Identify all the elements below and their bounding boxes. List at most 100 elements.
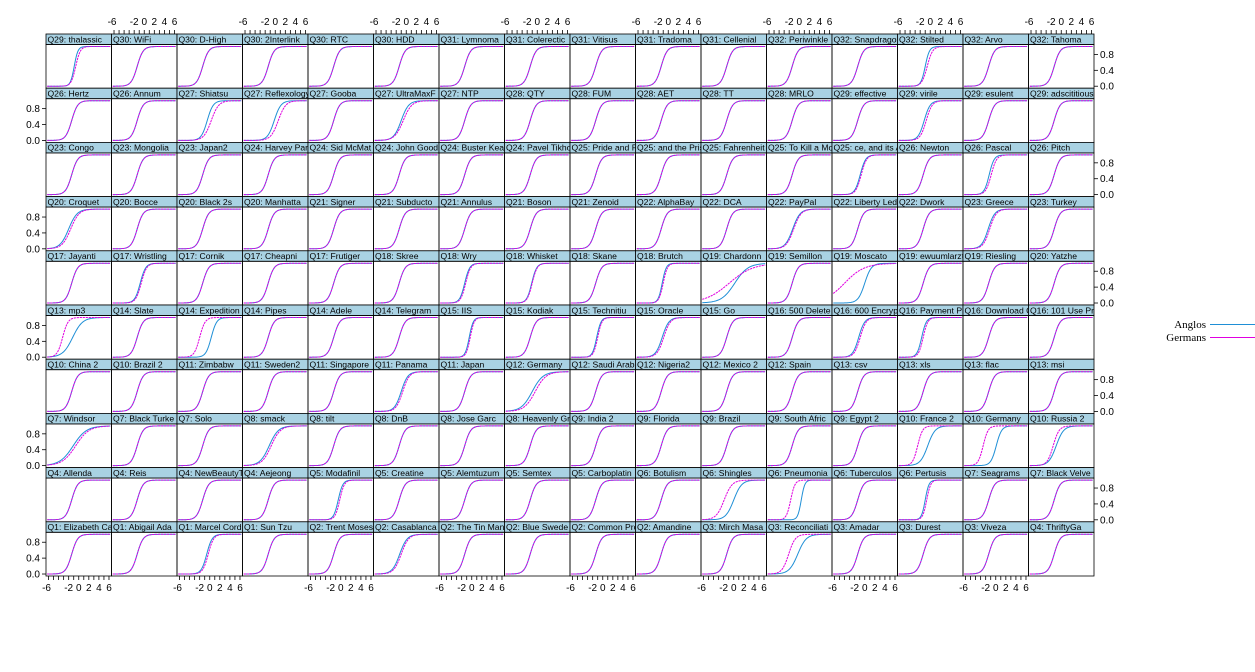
panel-frame — [897, 531, 964, 577]
series-line-germans — [833, 100, 897, 141]
panel-frame — [962, 260, 1029, 306]
panel: Q25: Fahrenheit — [700, 141, 767, 197]
x-tick-label: -2 — [523, 17, 532, 28]
x-tick-label: 6 — [106, 583, 112, 594]
panel-frame — [242, 98, 309, 143]
series-line-anglos — [571, 479, 635, 521]
panel-frame — [1028, 423, 1095, 468]
panel: Q24: Sid McMat — [307, 141, 374, 197]
panel-strip-label: Q27: UltraMaxF — [375, 89, 436, 99]
series-line-anglos — [1029, 262, 1093, 304]
series-line-anglos — [440, 154, 504, 196]
panel-frame — [504, 44, 571, 89]
panel-strip-label: Q17: Cheapni — [244, 251, 297, 261]
series-line-anglos — [440, 371, 504, 412]
series-line-germans — [767, 154, 831, 196]
series-line-anglos — [964, 154, 1028, 196]
series-line-germans — [964, 479, 1028, 521]
panel-strip-label: Q10: Russia 2 — [1030, 414, 1085, 424]
x-tick-label: 6 — [827, 17, 833, 28]
panel-frame — [176, 260, 243, 306]
panel: Q17: Jayanti — [45, 250, 112, 306]
panel: Q28: QTY — [504, 87, 571, 143]
panel: Q3: Mirch Masa — [700, 521, 767, 577]
series-line-germans — [1029, 208, 1093, 250]
series-line-germans — [898, 208, 962, 250]
panel-strip-label: Q17: Cornik — [179, 251, 226, 261]
panel-frame — [897, 44, 964, 89]
panel: Q9: Egypt 2 — [831, 412, 898, 468]
panel: Q8: tilt — [307, 412, 374, 468]
series-line-germans — [636, 316, 700, 358]
series-line-germans — [702, 533, 766, 575]
x-tick-label: -6 — [501, 17, 510, 28]
series-line-anglos — [702, 479, 766, 521]
panel-strip-label: Q28: QTY — [506, 89, 545, 99]
panel-strip-label: Q8: Heavenly Gr — [506, 414, 570, 424]
panel-frame — [569, 531, 636, 577]
panel-strip-label: Q20: Black 2s — [179, 197, 233, 207]
x-tick-label: 2 — [545, 17, 551, 28]
series-line-germans — [440, 262, 504, 304]
legend-swatch-anglos — [1210, 324, 1255, 325]
series-line-germans — [571, 45, 635, 87]
series-line-anglos — [309, 208, 373, 250]
panel-strip-label: Q29: effective — [834, 89, 887, 99]
panel-frame — [242, 423, 309, 468]
panel-frame — [307, 152, 374, 197]
series-line-anglos — [767, 533, 831, 575]
panel-frame — [373, 260, 440, 306]
series-line-germans — [47, 45, 111, 87]
panel-strip-label: Q12: Spain — [768, 360, 811, 370]
panel: Q5: Creatine — [373, 467, 440, 523]
x-tick-label: 6 — [1089, 17, 1095, 28]
series-line-anglos — [243, 100, 307, 141]
series-line-anglos — [702, 100, 766, 141]
panel-strip-label: Q28: AET — [637, 89, 675, 99]
panel-frame — [504, 315, 571, 360]
series-line-germans — [833, 479, 897, 521]
series-line-germans — [47, 533, 111, 575]
series-line-anglos — [1029, 154, 1093, 196]
panel: Q28: MRLO — [766, 87, 833, 143]
series-line-anglos — [702, 533, 766, 575]
series-line-anglos — [374, 479, 438, 521]
x-tick-label: 6 — [172, 17, 178, 28]
panel-strip-label: Q29: thalassic — [48, 34, 103, 44]
series-line-germans — [767, 479, 831, 521]
panel-frame — [962, 531, 1029, 577]
panel: Q8: smack — [242, 412, 309, 468]
series-line-germans — [833, 533, 897, 575]
y-tick-label: 0.4 — [26, 445, 40, 456]
series-line-germans — [47, 479, 111, 521]
x-tick-label: 0 — [534, 17, 540, 28]
panel: Q15: Technitiu — [569, 304, 636, 360]
panel-strip-label: Q2: Common Pro — [572, 522, 639, 532]
panel-strip-label: Q16: Download G — [965, 305, 1034, 315]
x-tick-label: 0 — [1058, 17, 1064, 28]
panel: Q23: Congo — [45, 141, 112, 197]
series-line-germans — [374, 154, 438, 196]
series-line-germans — [374, 316, 438, 358]
panel-strip-label: Q12: Mexico 2 — [703, 360, 759, 370]
series-line-anglos — [571, 154, 635, 196]
series-line-germans — [636, 371, 700, 412]
panel: Q4: Aejeong — [242, 467, 309, 523]
x-tick-label: -6 — [566, 583, 575, 594]
panel-strip-label: Q14: Expedition — [179, 305, 240, 315]
series-line-anglos — [47, 262, 111, 304]
chart-legend: Anglos Germans — [1150, 318, 1255, 344]
panel: Q7: Black Velve — [1028, 467, 1095, 523]
panel-strip-label: Q25: and the Pris — [637, 143, 704, 153]
series-line-germans — [505, 100, 569, 141]
x-tick-label: 4 — [817, 17, 823, 28]
panel: Q21: Signer — [307, 196, 374, 252]
panel: Q2: Casablanca — [373, 521, 440, 577]
series-line-germans — [1029, 316, 1093, 358]
series-line-germans — [243, 262, 307, 304]
panel-frame — [897, 369, 964, 414]
series-line-anglos — [505, 371, 569, 412]
panel: Q2: Blue Swede S — [504, 521, 571, 577]
series-line-germans — [440, 479, 504, 521]
x-tick-label: -6 — [959, 583, 968, 594]
